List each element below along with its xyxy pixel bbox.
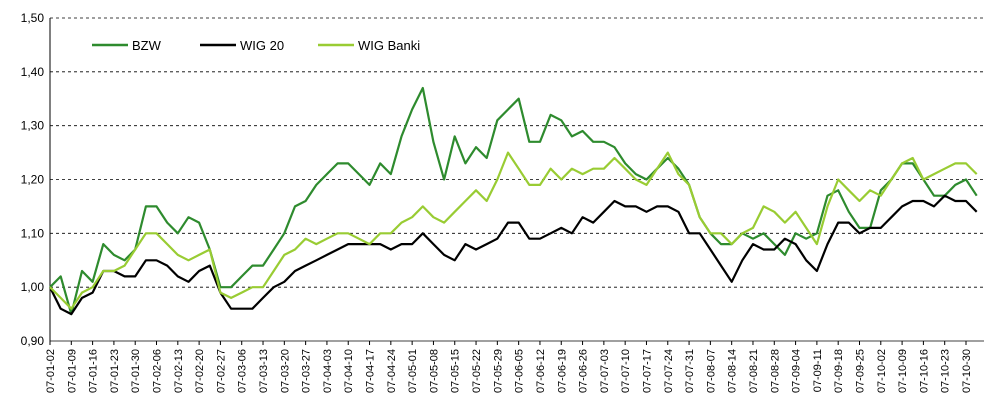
x-tick-label: 07-08-14 — [727, 349, 739, 393]
x-tick-label: 07-10-30 — [961, 349, 973, 393]
x-tick-label: 07-09-11 — [812, 349, 824, 392]
x-tick-label: 07-08-28 — [769, 349, 781, 393]
x-tick-label: 07-05-22 — [471, 349, 483, 393]
x-tick-label: 07-05-01 — [407, 349, 419, 393]
x-tick-label: 07-02-06 — [152, 349, 164, 393]
x-tick-label: 07-03-27 — [301, 349, 313, 393]
x-tick-label: 07-10-09 — [897, 349, 909, 393]
y-tick-label: 1,00 — [21, 280, 45, 294]
x-tick-label: 07-03-13 — [258, 349, 270, 393]
series-line — [49, 86, 978, 316]
x-tick-label: 07-01-09 — [66, 349, 78, 393]
x-tick-label: 07-05-29 — [492, 349, 504, 393]
x-tick-label: 07-05-15 — [450, 349, 462, 393]
x-tick-label: 07-09-18 — [833, 349, 845, 393]
x-tick-label: 07-09-04 — [791, 349, 803, 393]
x-tick-label: 07-04-03 — [322, 349, 334, 393]
x-tick-label: 07-03-20 — [279, 349, 291, 393]
x-tick-label: 07-07-10 — [620, 349, 632, 393]
series-line — [49, 151, 978, 310]
x-tick-label: 07-08-07 — [705, 349, 717, 393]
y-tick-label: 1,10 — [21, 226, 45, 240]
x-tick-label: 07-02-13 — [173, 349, 185, 393]
x-tick-label: 07-06-26 — [578, 349, 590, 393]
legend-label: WIG Banki — [358, 38, 420, 53]
y-tick-label: 1,50 — [21, 11, 45, 25]
y-tick-label: 1,30 — [21, 119, 45, 133]
x-tick-label: 07-10-16 — [918, 349, 930, 393]
x-tick-label: 07-04-10 — [343, 349, 355, 393]
x-tick-label: 07-02-27 — [215, 349, 227, 393]
x-tick-label: 07-07-17 — [641, 349, 653, 393]
x-tick-label: 07-06-19 — [556, 349, 568, 393]
x-tick-label: 07-03-06 — [237, 349, 249, 393]
x-tick-label: 07-04-17 — [365, 349, 377, 393]
x-tick-label: 07-05-08 — [428, 349, 440, 393]
legend-label: WIG 20 — [240, 38, 284, 53]
x-tick-label: 07-01-30 — [130, 349, 142, 393]
x-tick-label: 07-02-20 — [194, 349, 206, 393]
x-tick-label: 07-01-02 — [45, 349, 57, 393]
y-tick-label: 0,90 — [21, 334, 45, 348]
y-tick-label: 1,20 — [21, 173, 45, 187]
x-tick-label: 07-06-12 — [535, 349, 547, 393]
x-tick-label: 07-07-31 — [684, 349, 696, 393]
x-tick-label: 07-09-25 — [854, 349, 866, 393]
legend-label: BZW — [132, 38, 162, 53]
series-line — [49, 194, 978, 316]
x-tick-label: 07-08-21 — [748, 349, 760, 393]
x-tick-label: 07-07-03 — [599, 349, 611, 393]
y-tick-label: 1,40 — [21, 65, 45, 79]
x-tick-label: 07-07-24 — [663, 349, 675, 393]
x-tick-label: 07-10-02 — [876, 349, 888, 393]
x-tick-label: 07-01-23 — [109, 349, 121, 393]
x-tick-label: 07-06-05 — [514, 349, 526, 393]
x-tick-label: 07-04-24 — [386, 349, 398, 393]
x-tick-label: 07-10-23 — [940, 349, 952, 393]
x-tick-label: 07-01-16 — [88, 349, 100, 393]
